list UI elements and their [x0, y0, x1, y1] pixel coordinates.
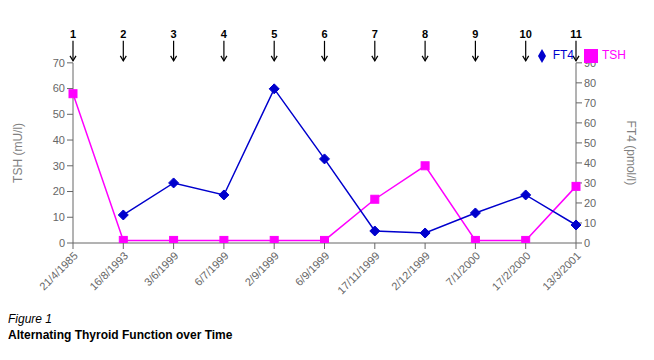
svg-text:20: 20 — [584, 197, 596, 209]
svg-text:50: 50 — [53, 108, 65, 120]
svg-text:6: 6 — [321, 28, 327, 40]
svg-text:4: 4 — [221, 28, 228, 40]
svg-text:20: 20 — [53, 185, 65, 197]
svg-text:40: 40 — [53, 134, 65, 146]
svg-text:30: 30 — [53, 160, 65, 172]
html-text:Alternating Thyroid Function o: Alternating Thyroid Function over Time — [8, 328, 233, 342]
svg-text:2/9/1999: 2/9/1999 — [242, 249, 281, 288]
svg-text:16/8/1993: 16/8/1993 — [87, 249, 130, 292]
svg-text:2: 2 — [120, 28, 126, 40]
svg-text:0: 0 — [584, 237, 590, 249]
svg-text:6/7/1999: 6/7/1999 — [192, 249, 231, 288]
svg-text:10: 10 — [584, 217, 596, 229]
svg-text:17/2/2000: 17/2/2000 — [490, 249, 533, 292]
html-text:FT4: FT4 — [552, 48, 574, 62]
svg-text:0: 0 — [59, 237, 65, 249]
svg-text:3: 3 — [171, 28, 177, 40]
svg-text:17/11/1999: 17/11/1999 — [335, 249, 382, 296]
svg-text:5: 5 — [271, 28, 277, 40]
svg-text:3/6/1999: 3/6/1999 — [142, 249, 181, 288]
svg-text:40: 40 — [584, 157, 596, 169]
html-text:TSH: TSH — [602, 48, 626, 62]
svg-text:TSH (mU/l): TSH (mU/l) — [11, 123, 25, 183]
svg-text:70: 70 — [53, 57, 65, 69]
svg-text:FT4 (pmol/l): FT4 (pmol/l) — [624, 121, 638, 186]
svg-text:10: 10 — [520, 28, 532, 40]
svg-text:90: 90 — [584, 57, 596, 69]
svg-text:10: 10 — [53, 211, 65, 223]
svg-text:60: 60 — [53, 82, 65, 94]
svg-text:7/1/2000: 7/1/2000 — [444, 249, 483, 288]
svg-text:7: 7 — [372, 28, 378, 40]
html-text:Figure 1: Figure 1 — [8, 312, 52, 326]
svg-text:70: 70 — [584, 97, 596, 109]
svg-text:21/4/1985: 21/4/1985 — [37, 249, 80, 292]
svg-text:9: 9 — [472, 28, 478, 40]
svg-text:30: 30 — [584, 177, 596, 189]
svg-text:13/3/2001: 13/3/2001 — [540, 249, 583, 292]
svg-text:2/12/1999: 2/12/1999 — [389, 249, 432, 292]
svg-text:60: 60 — [584, 117, 596, 129]
svg-text:11: 11 — [570, 28, 582, 40]
svg-text:1: 1 — [70, 28, 76, 40]
svg-text:8: 8 — [422, 28, 428, 40]
svg-text:6/9/1999: 6/9/1999 — [293, 249, 332, 288]
svg-text:80: 80 — [584, 77, 596, 89]
svg-text:50: 50 — [584, 137, 596, 149]
